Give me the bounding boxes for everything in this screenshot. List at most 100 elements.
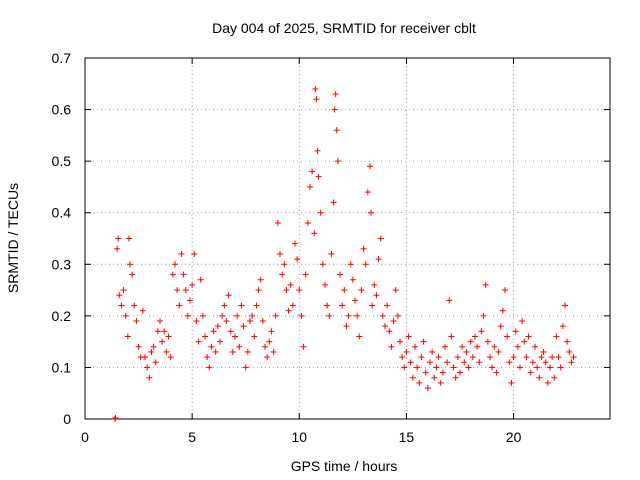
- data-point: [431, 374, 438, 381]
- x-tick-label: 5: [188, 429, 196, 445]
- data-point: [225, 292, 232, 299]
- data-point: [150, 343, 157, 350]
- data-point: [206, 364, 213, 371]
- data-point: [242, 364, 249, 371]
- data-point: [450, 364, 457, 371]
- data-point: [544, 379, 551, 386]
- data-point: [418, 354, 425, 361]
- data-point: [384, 302, 391, 309]
- x-tick-label: 10: [291, 429, 307, 445]
- data-point: [474, 343, 481, 350]
- data-point: [315, 173, 322, 180]
- data-point: [172, 261, 178, 268]
- data-point: [549, 354, 556, 361]
- y-tick-label: 0.2: [52, 308, 72, 324]
- data-point: [152, 359, 159, 366]
- data-point: [437, 379, 444, 386]
- data-point: [330, 199, 337, 206]
- data-point: [367, 163, 373, 170]
- data-point: [221, 302, 228, 309]
- data-point: [476, 359, 483, 366]
- data-point: [557, 364, 564, 371]
- data-point: [112, 414, 119, 421]
- data-point: [191, 250, 198, 257]
- data-point: [270, 348, 277, 355]
- data-point: [390, 318, 397, 325]
- data-point: [292, 240, 298, 247]
- data-point: [184, 312, 191, 319]
- y-tick-label: 0.6: [52, 102, 72, 118]
- data-point: [154, 328, 161, 335]
- data-point: [551, 374, 558, 381]
- data-point: [401, 364, 408, 371]
- data-point: [403, 348, 410, 355]
- data-point: [534, 364, 541, 371]
- data-point: [204, 354, 211, 361]
- data-point: [328, 250, 335, 257]
- data-point: [255, 287, 262, 294]
- data-point: [234, 312, 241, 319]
- data-point: [333, 127, 340, 134]
- data-point: [322, 281, 328, 288]
- data-point: [283, 287, 290, 294]
- data-point: [229, 348, 236, 355]
- data-point: [238, 302, 245, 309]
- data-point: [262, 343, 268, 350]
- data-point: [439, 369, 446, 376]
- data-point: [314, 147, 321, 154]
- data-point: [298, 312, 305, 319]
- data-point: [217, 338, 223, 345]
- data-point: [463, 348, 470, 355]
- data-point: [115, 235, 122, 242]
- data-point: [368, 209, 375, 216]
- data-point: [289, 302, 296, 309]
- data-point: [337, 271, 343, 278]
- data-point: [504, 333, 511, 340]
- data-point: [555, 354, 562, 361]
- x-axis-label: GPS time / hours: [291, 458, 398, 474]
- data-point: [527, 369, 534, 376]
- data-point: [472, 333, 478, 340]
- data-point: [409, 374, 416, 381]
- data-point: [249, 312, 256, 319]
- data-point: [135, 343, 142, 350]
- data-point: [274, 220, 281, 227]
- x-tick-label: 20: [506, 429, 522, 445]
- data-point: [281, 261, 288, 268]
- data-point: [277, 250, 283, 257]
- data-point: [167, 354, 174, 361]
- data-point: [360, 245, 367, 252]
- data-point: [131, 302, 138, 309]
- data-point: [388, 343, 395, 350]
- data-point: [304, 220, 311, 227]
- data-point: [313, 96, 320, 103]
- data-point: [324, 302, 331, 309]
- data-point: [508, 379, 515, 386]
- data-point: [510, 354, 517, 361]
- data-point: [540, 348, 547, 355]
- data-point: [506, 359, 513, 366]
- data-point: [484, 338, 491, 345]
- data-point: [124, 333, 131, 340]
- data-point: [127, 261, 133, 268]
- data-point: [399, 354, 406, 361]
- data-point: [547, 364, 553, 371]
- data-point: [251, 333, 258, 340]
- data-point: [354, 312, 361, 319]
- data-point: [529, 359, 536, 366]
- data-point: [197, 276, 204, 283]
- data-point: [122, 312, 129, 319]
- data-point: [326, 312, 333, 319]
- data-point: [461, 359, 468, 366]
- data-point: [311, 230, 318, 237]
- data-point: [469, 354, 476, 361]
- data-point: [116, 292, 123, 299]
- data-point: [144, 364, 151, 371]
- data-point: [538, 354, 545, 361]
- data-point: [465, 364, 472, 371]
- data-point: [392, 287, 399, 294]
- data-point: [448, 333, 455, 340]
- data-point: [377, 235, 384, 242]
- data-point: [169, 271, 176, 278]
